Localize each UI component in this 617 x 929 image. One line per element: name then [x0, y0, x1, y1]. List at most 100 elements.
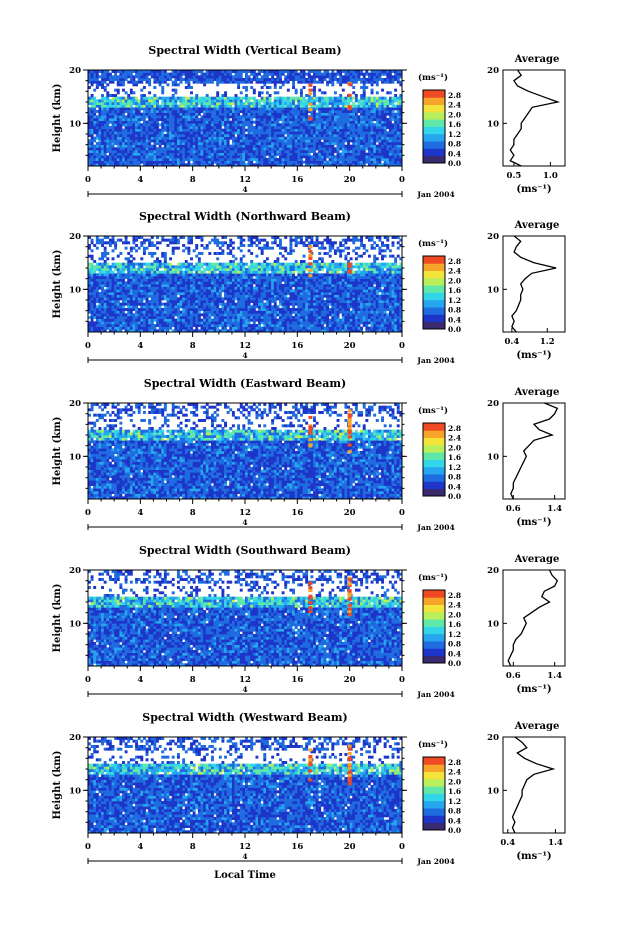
x-tick-label: 0: [399, 508, 405, 518]
colorbar-segment: [423, 277, 445, 286]
day-marker-label: 4: [242, 351, 247, 360]
colorbar-segment: [423, 626, 445, 635]
profile-y-tick-label: 10: [487, 285, 499, 295]
colorbar-tick-label: 1.6: [448, 453, 461, 462]
colorbar-segment: [423, 800, 445, 809]
y-tick-label: 20: [69, 733, 81, 743]
x-tick-label: 16: [291, 341, 303, 351]
colorbar-segment: [423, 808, 445, 816]
colorbar-unit: (ms⁻¹): [418, 72, 448, 83]
x-tick-label: 0: [399, 175, 405, 185]
y-axis-label: Height (km): [52, 417, 63, 486]
colorbar-tick-label: 0.0: [448, 492, 461, 501]
x-tick-label: 0: [399, 341, 405, 351]
colorbar-segment: [423, 822, 445, 831]
colorbar-segment: [423, 597, 445, 605]
x-tick-label: 20: [344, 508, 356, 518]
colorbar-segment: [423, 771, 445, 780]
chart-title: Spectral Width (Westward Beam): [142, 711, 347, 724]
profile-title: Average: [514, 220, 560, 231]
average-profile: Average 20 10 0.6 1.4 (ms⁻¹): [487, 387, 566, 528]
profile-y-tick-label: 20: [487, 399, 499, 409]
x-tick-label: 12: [239, 675, 251, 685]
colorbar-tick-label: 2.0: [448, 276, 461, 285]
colorbar-segment: [423, 141, 445, 149]
profile-y-tick-label: 20: [487, 566, 499, 576]
profile-frame: [502, 736, 566, 834]
x-tick-label: 0: [399, 675, 405, 685]
x-tick-label: 16: [291, 675, 303, 685]
heatmap-cells: [88, 236, 402, 332]
colorbar-segment: [423, 641, 445, 649]
colorbar-segment: [423, 285, 445, 293]
colorbar-tick-label: 0.8: [448, 473, 461, 482]
x-tick-label: 20: [344, 175, 356, 185]
x-tick-label: 12: [239, 175, 251, 185]
profile-line: [511, 235, 557, 333]
colorbar-tick-label: 1.6: [448, 787, 461, 796]
y-axis-label: Height (km): [52, 584, 63, 653]
colorbar-segment: [423, 90, 445, 98]
day-marker-label: 4: [242, 685, 247, 694]
profile-line: [511, 736, 556, 834]
day-marker-label: 4: [242, 852, 247, 861]
profile-x-tick-label: 1.4: [547, 671, 562, 681]
colorbar-segment: [423, 155, 445, 164]
colorbar-segment: [423, 263, 445, 271]
profile-title: Average: [514, 721, 560, 732]
profile-line: [507, 569, 559, 667]
colorbar-segment: [423, 119, 445, 127]
colorbar-segment: [423, 611, 445, 620]
colorbar-segment: [423, 590, 445, 598]
x-tick-label: 0: [85, 341, 91, 351]
colorbar-segment: [423, 111, 445, 120]
x-tick-label: 8: [190, 675, 196, 685]
x-tick-label: 16: [291, 175, 303, 185]
colorbar-unit: (ms⁻¹): [418, 739, 448, 750]
x-tick-label: 4: [137, 508, 143, 518]
colorbar-segment: [423, 786, 445, 794]
colorbar-segment: [423, 444, 445, 453]
chart-panel-4: Spectral Width (Southward Beam) 20 10 Heigh…: [52, 544, 566, 699]
x-tick-label: 0: [85, 175, 91, 185]
colorbar-tick-label: 2.4: [448, 101, 461, 110]
colorbar-tick-label: 0.8: [448, 640, 461, 649]
colorbar-segment: [423, 314, 445, 323]
profile-x-label: (ms⁻¹): [516, 184, 551, 195]
colorbar-segment: [423, 452, 445, 460]
colorbar-tick-label: 2.0: [448, 777, 461, 786]
chart-title: Spectral Width (Southward Beam): [139, 544, 351, 557]
colorbar-segment: [423, 430, 445, 438]
y-tick-label: 20: [69, 566, 81, 576]
colorbar-tick-label: 0.0: [448, 159, 461, 168]
colorbar-tick-label: 2.4: [448, 434, 461, 443]
colorbar-unit: (ms⁻¹): [418, 405, 448, 416]
colorbar-tick-label: 2.0: [448, 110, 461, 119]
profile-x-label: (ms⁻¹): [516, 350, 551, 361]
profile-x-tick-label: 1.4: [547, 504, 562, 514]
x-tick-label: 8: [190, 341, 196, 351]
colorbar-tick-label: 2.4: [448, 267, 461, 276]
colorbar-tick-label: 0.4: [448, 482, 461, 491]
x-tick-label: 20: [344, 842, 356, 852]
y-axis-label: Height (km): [52, 751, 63, 820]
profile-title: Average: [514, 54, 560, 65]
profile-x-label: (ms⁻¹): [516, 517, 551, 528]
chart-panel-2: Spectral Width (Northward Beam) 20 10 Heigh…: [52, 210, 566, 365]
date-label: Jan 2004: [416, 523, 454, 532]
profile-x-tick-label: 1.2: [540, 337, 555, 347]
colorbar-segment: [423, 437, 445, 446]
chart-panel-1: Spectral Width (Vertical Beam) 20 10 Height…: [52, 44, 566, 199]
chart-title: Spectral Width (Vertical Beam): [148, 44, 341, 57]
x-tick-label: 4: [137, 842, 143, 852]
colorbar-tick-label: 2.8: [448, 758, 461, 767]
colorbar-segment: [423, 126, 445, 135]
x-tick-label: 12: [239, 508, 251, 518]
profile-y-tick-label: 10: [487, 119, 499, 129]
profile-x-tick-label: 0.4: [504, 337, 519, 347]
heatmap-cells: [88, 737, 402, 833]
colorbar-tick-label: 2.8: [448, 424, 461, 433]
colorbar-tick-label: 0.0: [448, 826, 461, 835]
colorbar-segment: [423, 292, 445, 301]
